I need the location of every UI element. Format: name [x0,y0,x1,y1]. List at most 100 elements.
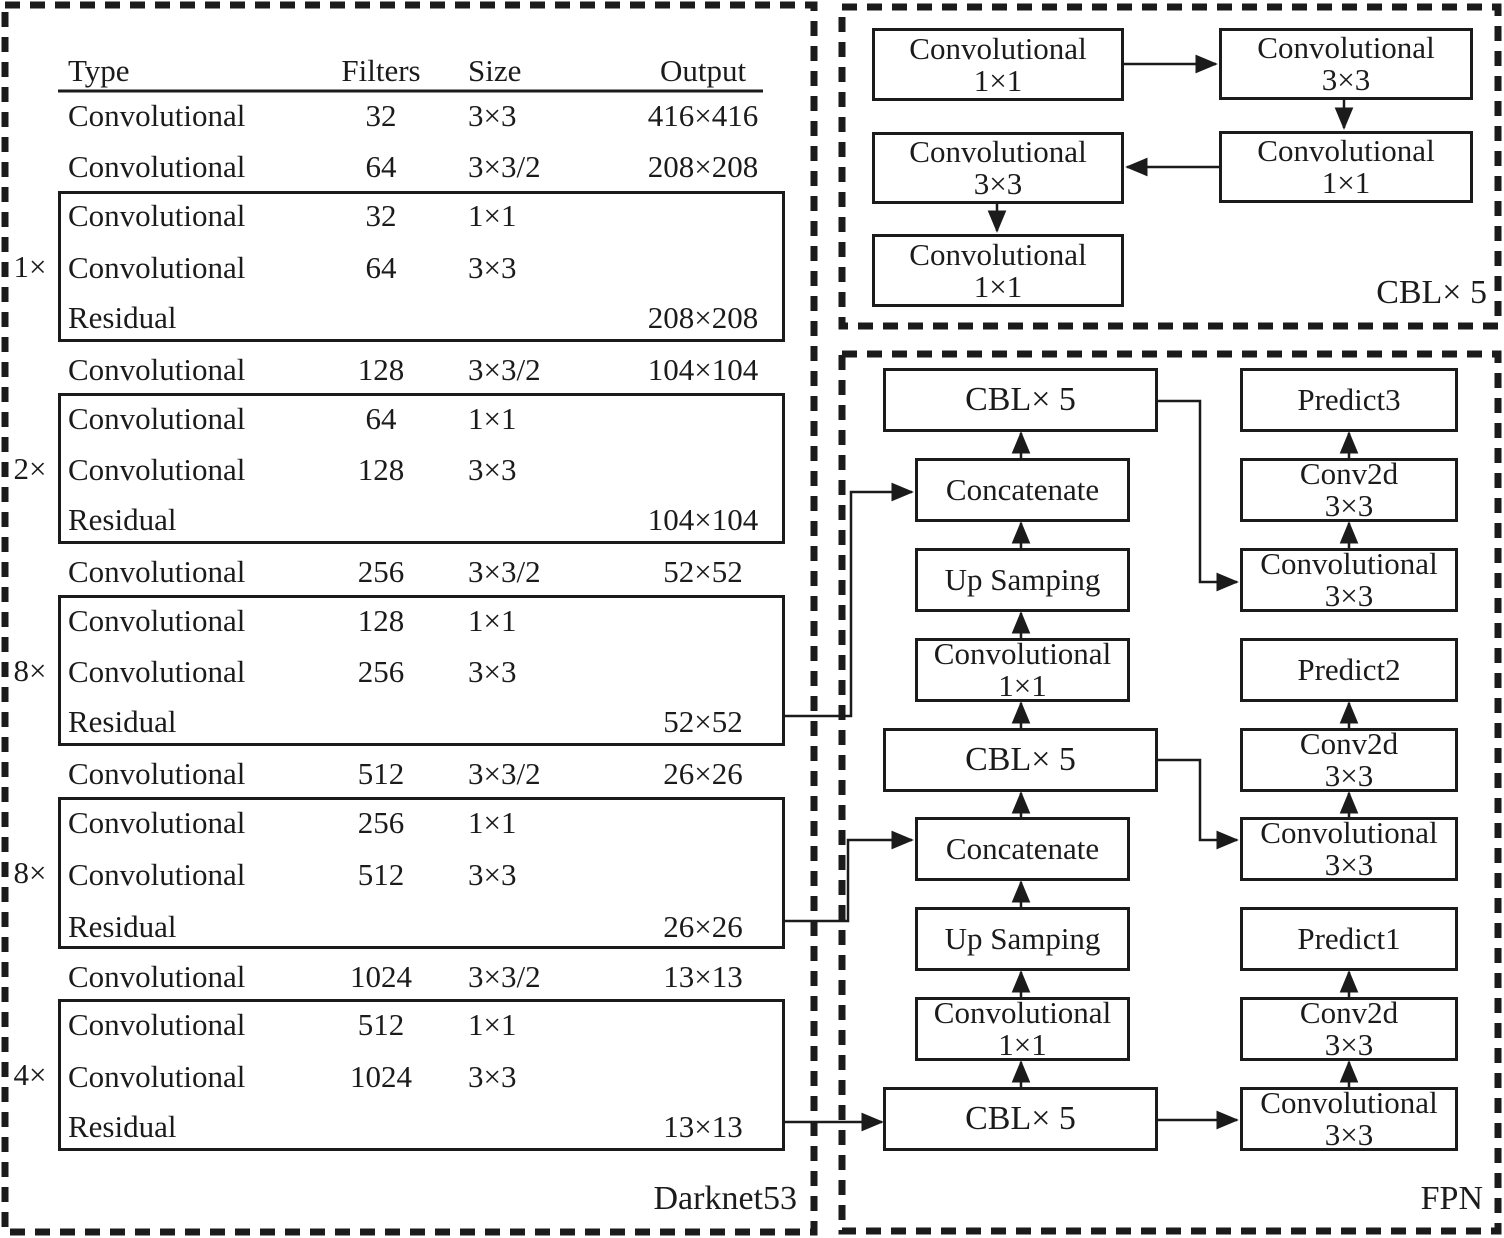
table-cell-type: Residual [68,704,177,739]
table-cell-type: Convolutional [68,857,246,892]
residual-group-box [58,595,785,746]
table-cell-filters: 1024 [350,1059,412,1094]
fpn-chain-box-0-label: CBL× 5 [965,380,1076,418]
table-cell-type: Convolutional [68,401,246,436]
residual-group-box [58,797,785,949]
table-cell-type: Convolutional [68,198,246,233]
fpn-chain-box-4-label: CBL× 5 [965,740,1076,778]
table-cell-type: Convolutional [68,959,246,994]
fpn-output-box-4-sublabel: 3×3 [1324,758,1374,793]
table-cell-filters: 128 [357,603,405,638]
table-cell-size: 1×1 [468,198,517,233]
fpn-output-box-7: Conv2d 3×3 [1240,997,1458,1061]
cbl-box-3: Convolutional 3×3 [872,132,1124,204]
fpn-chain-box-6: Up Samping [915,907,1130,971]
fpn-output-box-2-label: Convolutional [1260,546,1438,582]
cbl-box-4-sublabel: 1×1 [973,268,1023,304]
group-multiplier: 4× [13,1057,47,1092]
table-cell-size: 3×3/2 [468,149,541,184]
table-cell-filters: 256 [357,554,405,589]
fpn-output-box-2-sublabel: 3×3 [1324,578,1374,613]
cbl-box-4: Convolutional 1×1 [872,234,1124,307]
table-cell-output: 416×416 [647,98,759,133]
fpn-output-box-1-sublabel: 3×3 [1324,488,1374,523]
table-cell-filters: 128 [357,452,405,487]
table-cell-output: 52×52 [663,554,743,589]
table-cell-size: 3×3 [468,250,517,285]
table-cell-size: 3×3/2 [468,554,541,589]
darknet-label: Darknet53 [653,1180,797,1217]
table-cell-filters: 256 [357,654,405,689]
table-cell-type: Residual [68,909,177,944]
cbl-panel-border [838,3,1502,330]
table-cell-type: Convolutional [68,554,246,589]
residual-group-box [58,999,785,1151]
residual-group-box [58,393,785,544]
table-cell-type: Convolutional [68,452,246,487]
fpn-output-box-6: Predict1 [1240,907,1458,971]
table-cell-size: 3×3 [468,452,517,487]
table-header-filters: Filters [341,53,421,88]
table-cell-size: 3×3/2 [468,959,541,994]
table-cell-type: Convolutional [68,250,246,285]
cbl-box-4-label: Convolutional [909,236,1087,272]
cbl-box-3-sublabel: 3×3 [973,166,1023,201]
table-cell-output: 208×208 [647,300,759,335]
table-cell-size: 3×3/2 [468,352,541,387]
table-header-size: Size [468,53,522,88]
cbl-box-0-label: Convolutional [909,30,1087,66]
group-multiplier: 1× [13,248,47,284]
cbl-label: CBL× 5 [1376,274,1487,311]
table-cell-type: Convolutional [68,756,246,791]
fpn-output-box-4: Conv2d 3×3 [1240,728,1458,792]
table-cell-output: 26×26 [663,909,743,944]
fpn-chain-box-8-label: CBL× 5 [965,1099,1076,1137]
cbl-box-1: Convolutional 3×3 [1219,28,1473,100]
table-cell-type: Convolutional [68,149,246,184]
table-cell-type: Residual [68,502,177,537]
table-cell-type: Convolutional [68,1007,246,1042]
table-cell-filters: 128 [357,352,405,387]
table-cell-size: 3×3 [468,98,517,133]
table-cell-size: 1×1 [468,401,517,436]
fpn-chain-box-3-sublabel: 1×1 [998,668,1047,703]
cbl-box-2-label: Convolutional [1257,133,1435,169]
table-cell-size: 1×1 [468,603,517,638]
connector-arrow [783,830,914,923]
table-cell-type: Convolutional [68,603,246,638]
table-cell-output: 104×104 [647,352,759,387]
fpn-output-box-7-label: Conv2d [1299,995,1399,1031]
fpn-output-box-5: Convolutional 3×3 [1240,817,1458,881]
table-cell-type: Convolutional [68,805,246,840]
fpn-chain-box-3: Convolutional 1×1 [915,638,1130,702]
fpn-output-box-5-label: Convolutional [1260,815,1438,851]
darknet-panel-border [1,1,818,1236]
fpn-chain-box-1: Concatenate [915,458,1130,522]
table-cell-filters: 512 [357,1007,405,1042]
residual-group-box [58,191,785,342]
table-cell-size: 3×3 [468,857,517,892]
table-cell-type: Convolutional [68,98,246,133]
table-cell-size: 3×3 [468,1059,517,1094]
fpn-output-box-2: Convolutional 3×3 [1240,548,1458,612]
table-cell-filters: 32 [365,198,397,233]
fpn-output-box-3-label: Predict2 [1297,652,1401,688]
table-cell-filters: 512 [357,756,405,791]
connector-arrow [1158,399,1239,592]
fpn-output-box-3: Predict2 [1240,638,1458,702]
fpn-output-box-1: Conv2d 3×3 [1240,458,1458,522]
cbl-box-1-sublabel: 3×3 [1321,62,1371,97]
fpn-chain-box-3-label: Convolutional [933,636,1112,672]
table-cell-size: 1×1 [468,805,517,840]
connector-arrow [1158,758,1239,850]
fpn-chain-box-7-sublabel: 1×1 [998,1027,1047,1062]
fpn-output-box-0: Predict3 [1240,368,1458,432]
fpn-chain-box-5-label: Concatenate [945,831,1100,867]
table-cell-filters: 64 [365,401,397,436]
fpn-panel-border [838,350,1502,1235]
fpn-output-box-1-label: Conv2d [1299,456,1399,492]
fpn-output-box-8: Convolutional 3×3 [1240,1087,1458,1151]
fpn-output-box-0-label: Predict3 [1297,382,1401,418]
connector-arrow [783,482,914,718]
